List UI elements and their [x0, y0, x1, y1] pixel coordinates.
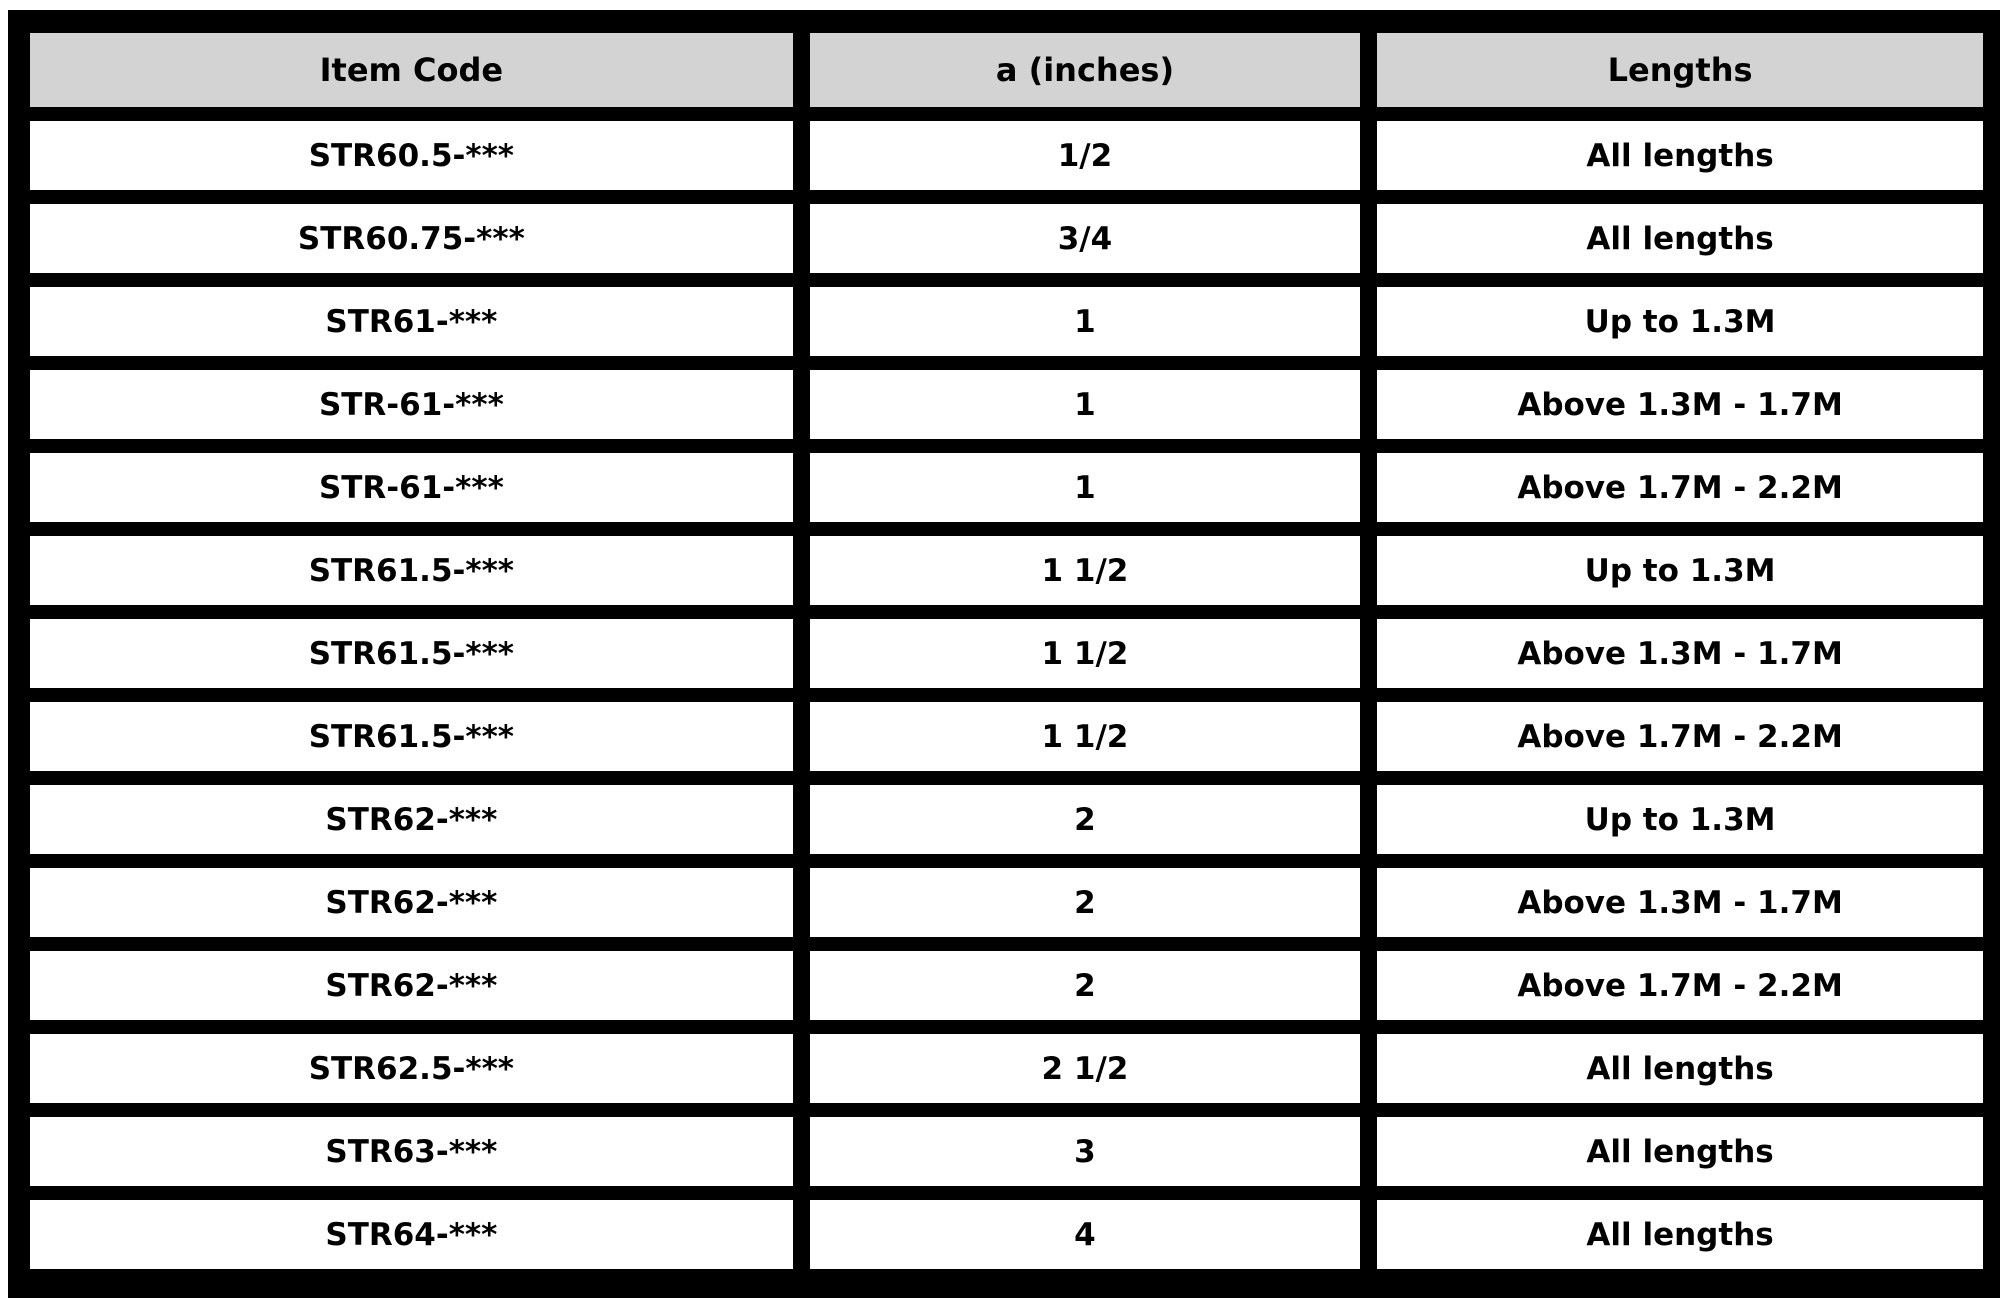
cell-item-code: STR61.5-*** [30, 536, 793, 605]
column-header-a-inches: a (inches) [809, 33, 1361, 107]
table-row: STR63-*** 3 All lengths [30, 1117, 1983, 1186]
cell-item-code: STR62-*** [30, 785, 793, 854]
spec-table: Item Code a (inches) Lengths STR60.5-***… [13, 19, 2000, 1283]
cell-lengths: All lengths [1377, 1200, 1983, 1269]
cell-item-code: STR64-*** [30, 1200, 793, 1269]
column-header-item-code: Item Code [30, 33, 793, 107]
table-row: STR62-*** 2 Up to 1.3M [30, 785, 1983, 854]
cell-a-inches: 3 [809, 1117, 1361, 1186]
table-row: STR62.5-*** 2 1/2 All lengths [30, 1034, 1983, 1103]
column-header-lengths: Lengths [1377, 33, 1983, 107]
cell-lengths: All lengths [1377, 1117, 1983, 1186]
table-row: STR60.5-*** 1/2 All lengths [30, 121, 1983, 190]
table-row: STR64-*** 4 All lengths [30, 1200, 1983, 1269]
cell-lengths: All lengths [1377, 204, 1983, 273]
cell-lengths: Up to 1.3M [1377, 287, 1983, 356]
cell-item-code: STR62-*** [30, 868, 793, 937]
cell-a-inches: 1/2 [809, 121, 1361, 190]
cell-lengths: Above 1.7M - 2.2M [1377, 702, 1983, 771]
table-row: STR62-*** 2 Above 1.3M - 1.7M [30, 868, 1983, 937]
cell-lengths: Up to 1.3M [1377, 785, 1983, 854]
cell-item-code: STR61.5-*** [30, 702, 793, 771]
cell-a-inches: 4 [809, 1200, 1361, 1269]
cell-item-code: STR-61-*** [30, 453, 793, 522]
table-row: STR62-*** 2 Above 1.7M - 2.2M [30, 951, 1983, 1020]
cell-a-inches: 1 [809, 287, 1361, 356]
cell-a-inches: 2 [809, 868, 1361, 937]
cell-item-code: STR62.5-*** [30, 1034, 793, 1103]
table-row: STR61.5-*** 1 1/2 Up to 1.3M [30, 536, 1983, 605]
cell-item-code: STR62-*** [30, 951, 793, 1020]
cell-a-inches: 1 [809, 453, 1361, 522]
header-row: Item Code a (inches) Lengths [30, 33, 1983, 107]
table-row: STR61.5-*** 1 1/2 Above 1.7M - 2.2M [30, 702, 1983, 771]
cell-item-code: STR60.5-*** [30, 121, 793, 190]
table-frame: Item Code a (inches) Lengths STR60.5-***… [8, 10, 2000, 1298]
cell-lengths: Above 1.7M - 2.2M [1377, 453, 1983, 522]
table-row: STR60.75-*** 3/4 All lengths [30, 204, 1983, 273]
cell-lengths: Above 1.3M - 1.7M [1377, 868, 1983, 937]
cell-a-inches: 3/4 [809, 204, 1361, 273]
cell-lengths: All lengths [1377, 1034, 1983, 1103]
cell-item-code: STR63-*** [30, 1117, 793, 1186]
cell-a-inches: 1 1/2 [809, 619, 1361, 688]
cell-lengths: Above 1.3M - 1.7M [1377, 370, 1983, 439]
cell-item-code: STR60.75-*** [30, 204, 793, 273]
table-row: STR-61-*** 1 Above 1.7M - 2.2M [30, 453, 1983, 522]
cell-a-inches: 2 [809, 951, 1361, 1020]
table-row: STR61-*** 1 Up to 1.3M [30, 287, 1983, 356]
table-row: STR61.5-*** 1 1/2 Above 1.3M - 1.7M [30, 619, 1983, 688]
cell-lengths: Above 1.7M - 2.2M [1377, 951, 1983, 1020]
cell-lengths: All lengths [1377, 121, 1983, 190]
cell-a-inches: 2 [809, 785, 1361, 854]
cell-item-code: STR61-*** [30, 287, 793, 356]
cell-a-inches: 2 1/2 [809, 1034, 1361, 1103]
cell-a-inches: 1 [809, 370, 1361, 439]
cell-lengths: Up to 1.3M [1377, 536, 1983, 605]
cell-item-code: STR61.5-*** [30, 619, 793, 688]
cell-a-inches: 1 1/2 [809, 536, 1361, 605]
cell-item-code: STR-61-*** [30, 370, 793, 439]
cell-a-inches: 1 1/2 [809, 702, 1361, 771]
table-row: STR-61-*** 1 Above 1.3M - 1.7M [30, 370, 1983, 439]
cell-lengths: Above 1.3M - 1.7M [1377, 619, 1983, 688]
